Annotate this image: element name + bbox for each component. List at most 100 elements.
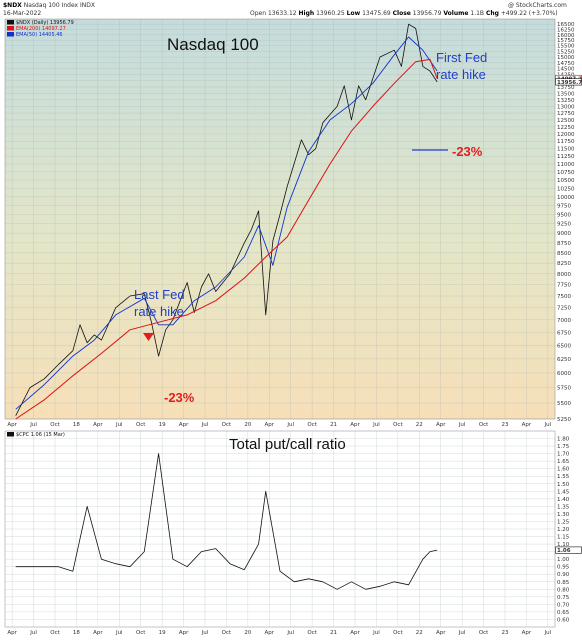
price-panel-background xyxy=(4,18,556,420)
price-x-tick-label: 19 xyxy=(159,422,166,428)
putcall-x-tick-label: 18 xyxy=(73,630,80,636)
price-x-tick-label: Oct xyxy=(136,422,146,428)
open-label: Open xyxy=(250,10,267,17)
price-y-tick-label: 7750 xyxy=(557,283,571,289)
putcall-y-tick-label: 1.60 xyxy=(557,467,570,473)
putcall-series-line-0 xyxy=(15,453,438,590)
price-x-tick-label: Apr xyxy=(93,422,103,428)
volume-value: 1.1B xyxy=(470,10,485,17)
putcall-x-tick-label: 21 xyxy=(330,630,337,636)
putcall-x-tick-label: 20 xyxy=(244,630,251,636)
putcall-panel: 0.600.650.700.750.800.850.900.951.001.05… xyxy=(4,430,582,628)
price-series-line-2 xyxy=(15,58,438,420)
price-y-tick-label: 16500 xyxy=(557,22,575,28)
price-x-tick-label: 23 xyxy=(502,422,509,428)
price-x-tick-label: Jul xyxy=(201,422,209,428)
price-x-tick-label: Apr xyxy=(350,422,360,428)
price-y-tick-label: 11000 xyxy=(557,162,575,168)
price-y-tick-label: 9500 xyxy=(557,213,571,219)
putcall-x-tick-label: Oct xyxy=(479,630,489,636)
price-legend: $NDX (Daily) 13956.79 EMA(200) 14097.27 … xyxy=(7,20,74,38)
putcall-x-tick-label: Apr xyxy=(522,630,532,636)
price-last-value-labels: 14097.2713956.79 xyxy=(555,74,582,86)
price-x-tick-label: Jul xyxy=(286,422,294,428)
putcall-x-tick-label: Oct xyxy=(393,630,403,636)
annotation-first-fed-line1: First Fed xyxy=(436,50,487,65)
putcall-last-value-label: 1.06 xyxy=(557,548,571,554)
price-y-tick-label: 12000 xyxy=(557,132,575,138)
price-y-tick-label: 9250 xyxy=(557,222,571,228)
annotation-last-fed-line2: rate hike xyxy=(134,304,184,319)
putcall-y-tick-label: 0.80 xyxy=(557,587,570,593)
price-x-tick-label: Jul xyxy=(115,422,123,428)
annotation-drawdown-2018: -23% xyxy=(164,390,195,405)
low-value: 13475.69 xyxy=(362,10,391,17)
chart-ticker-line: $NDX Nasdaq 100 Index INDX xyxy=(3,2,95,9)
putcall-x-tick-label: Apr xyxy=(179,630,189,636)
putcall-y-tick-label: 1.70 xyxy=(557,452,570,458)
price-y-tick-label: 8500 xyxy=(557,251,571,257)
ticker-name: Nasdaq 100 Index xyxy=(23,2,79,9)
putcall-y-tick-label: 0.60 xyxy=(557,617,570,623)
putcall-x-axis: Apr Jul Oct 18 Apr Jul Oct 19 Apr Jul Oct 20 Apr Jul O… xyxy=(7,630,551,636)
price-x-tick-label: Jul xyxy=(372,422,380,428)
price-y-tick-label: 14750 xyxy=(557,61,575,67)
putcall-y-tick-label: 0.65 xyxy=(557,610,570,616)
price-y-tick-label: 6000 xyxy=(557,371,571,377)
putcall-y-tick-label: 0.85 xyxy=(557,580,570,586)
putcall-y-tick-label: 1.25 xyxy=(557,519,570,525)
price-panel: 5250 5500 5750 6000 6250 6500 6750 7000 7250 7500… xyxy=(4,18,582,423)
price-y-tick-label: 10250 xyxy=(557,186,575,192)
price-x-tick-label: 22 xyxy=(416,422,423,428)
price-y-tick-label: 11250 xyxy=(557,154,575,160)
putcall-x-tick-label: Jul xyxy=(115,630,123,636)
legend-ema50: EMA(50) 14405.46 xyxy=(16,32,63,38)
price-x-tick-label: Apr xyxy=(522,422,532,428)
putcall-y-axis: 0.600.650.700.750.800.850.900.951.001.05… xyxy=(557,437,570,624)
putcall-x-tick-label: Oct xyxy=(307,630,317,636)
putcall-last-value-labels: 1.06 xyxy=(555,546,582,554)
putcall-y-tick-label: 1.00 xyxy=(557,557,570,563)
putcall-y-tick-label: 1.10 xyxy=(557,542,570,548)
price-y-tick-label: 10000 xyxy=(557,195,575,201)
price-y-tick-label: 11500 xyxy=(557,147,575,153)
low-label: Low xyxy=(346,10,361,17)
putcall-x-tick-label: Jul xyxy=(201,630,209,636)
price-y-tick-label: 10500 xyxy=(557,178,575,184)
putcall-y-tick-label: 0.70 xyxy=(557,602,570,608)
price-y-tick-label: 10750 xyxy=(557,170,575,176)
putcall-y-tick-label: 0.75 xyxy=(557,595,570,601)
putcall-x-tick-label: Apr xyxy=(93,630,103,636)
price-x-tick-label: Apr xyxy=(265,422,275,428)
legend-swatch-cpc xyxy=(7,432,14,437)
annotation-last-fed-line1: Last Fed xyxy=(134,287,185,302)
price-x-tick-label: Jul xyxy=(458,422,466,428)
putcall-x-tick-label: Jul xyxy=(544,630,552,636)
putcall-series xyxy=(15,453,438,590)
price-x-tick-label: 21 xyxy=(330,422,337,428)
putcall-y-tick-label: 1.50 xyxy=(557,482,570,488)
price-x-tick-label: Apr xyxy=(7,422,17,428)
price-x-tick-label: Jul xyxy=(29,422,37,428)
volume-label: Volume xyxy=(443,10,469,17)
price-y-tick-label: 7250 xyxy=(557,306,571,312)
price-y-axis: 5250 5500 5750 6000 6250 6500 6750 7000 7250 7500… xyxy=(557,22,575,423)
price-y-tick-label: 8250 xyxy=(557,261,571,267)
putcall-y-tick-label: 1.55 xyxy=(557,474,570,480)
putcall-y-tick-label: 1.75 xyxy=(557,444,570,450)
price-x-tick-label: 18 xyxy=(73,422,80,428)
price-y-tick-label: 15750 xyxy=(557,38,575,44)
price-x-tick-label: Oct xyxy=(50,422,60,428)
putcall-y-tick-label: 1.15 xyxy=(557,535,570,541)
putcall-y-tick-label: 1.45 xyxy=(557,489,570,495)
putcall-x-tick-label: Apr xyxy=(7,630,17,636)
price-y-tick-label: 16250 xyxy=(557,27,575,33)
ticker-symbol: $NDX xyxy=(3,2,22,9)
putcall-x-tick-label: Oct xyxy=(222,630,232,636)
putcall-x-tick-label: Apr xyxy=(350,630,360,636)
price-y-tick-label: 5500 xyxy=(557,401,571,407)
price-x-axis: Apr Jul Oct 18 Apr Jul Oct 19 Apr Jul Oct 20 Apr Jul O… xyxy=(7,422,551,428)
putcall-grid xyxy=(5,431,555,627)
price-x-tick-label: Apr xyxy=(179,422,189,428)
price-y-tick-label: 12500 xyxy=(557,118,575,124)
